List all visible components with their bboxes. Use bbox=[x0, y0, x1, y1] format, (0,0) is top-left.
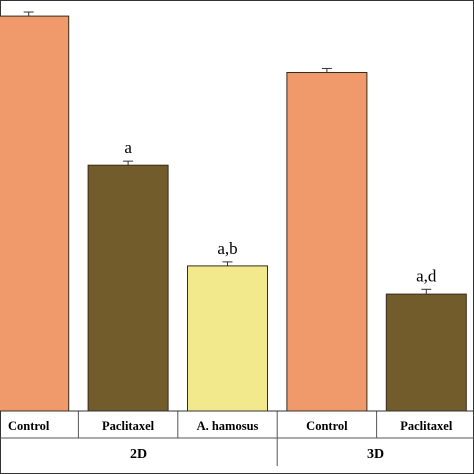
bar-2D-control bbox=[0, 15, 70, 412]
category-label: Paclitaxel bbox=[102, 419, 155, 433]
bar-3D-control bbox=[286, 72, 368, 412]
category-label: Paclitaxel bbox=[400, 419, 453, 433]
bar-2D-a-hamosus bbox=[187, 265, 268, 412]
bar-annotation: a,b bbox=[217, 239, 237, 258]
category-label: A. hamosus bbox=[197, 419, 259, 433]
bars-layer: a a,b a,d bbox=[0, 11, 467, 412]
category-axis: Control Paclitaxel A. hamosus Control Paclit… bbox=[0, 410, 474, 466]
bar-annotation: a,d bbox=[416, 266, 437, 285]
category-label: Control bbox=[8, 419, 50, 433]
bar-annotation: a bbox=[124, 138, 132, 157]
bar-2D-paclitaxel bbox=[87, 164, 169, 412]
group-label: 3D bbox=[367, 447, 384, 462]
group-label: 2D bbox=[130, 447, 147, 462]
category-label: Control bbox=[306, 419, 348, 433]
bar-3D-paclitaxel bbox=[385, 293, 467, 412]
